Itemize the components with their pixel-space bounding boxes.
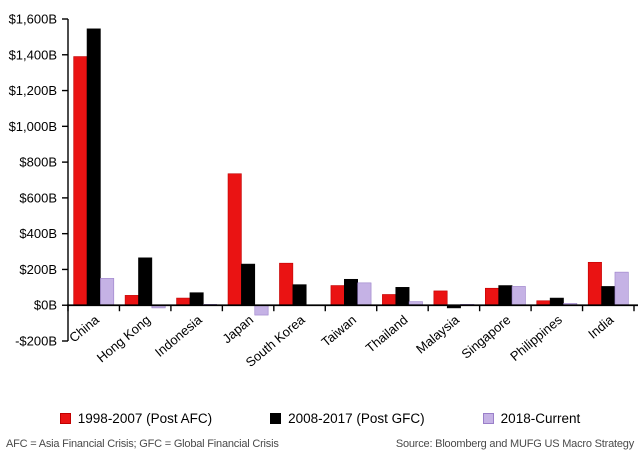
bar-china-s0: [73, 56, 88, 306]
bar-philippines-s1: [549, 297, 564, 306]
chart-legend: 1998-2007 (Post AFC) 2008-2017 (Post GFC…: [0, 404, 640, 432]
bar-indonesia-s1: [189, 292, 204, 306]
x-axis-label-philippines: Philippines: [507, 312, 565, 364]
y-axis-tick-label: $600B: [19, 190, 57, 205]
footnote-abbreviations: AFC = Asia Financial Crisis; GFC = Globa…: [6, 438, 279, 450]
bar-south-korea-s1: [292, 284, 307, 306]
bar-singapore-s2: [511, 286, 526, 306]
bar-taiwan-s1: [344, 278, 358, 306]
bar-singapore-s1: [498, 285, 513, 306]
footnote-source: Source: Bloomberg and MUFG US Macro Stra…: [395, 438, 634, 450]
legend-item-post-afc: 1998-2007 (Post AFC): [59, 410, 213, 426]
x-axis-label-india: India: [585, 312, 617, 342]
x-axis-label-malaysia: Malaysia: [413, 312, 463, 357]
y-axis-tick-label: $0B: [34, 298, 57, 313]
x-axis-label-hong-kong: Hong Kong: [94, 312, 153, 365]
x-axis-label-singapore: Singapore: [458, 312, 513, 362]
bar-taiwan-s2: [357, 282, 372, 306]
bar-malaysia-s0: [433, 290, 448, 306]
y-axis-tick-label: $1,000B: [9, 119, 57, 134]
x-axis-label-taiwan: Taiwan: [318, 312, 359, 350]
y-axis-tick-label: $1,400B: [9, 47, 57, 62]
legend-swatch-red: [59, 412, 71, 424]
x-axis-label-indonesia: Indonesia: [152, 312, 205, 360]
legend-swatch-black: [270, 412, 282, 424]
y-axis-tick-label: $200B: [19, 262, 57, 277]
bar-singapore-s0: [484, 287, 499, 306]
bar-india-s1: [601, 286, 616, 306]
bar-japan-s2: [254, 304, 269, 316]
x-axis-label-thailand: Thailand: [363, 312, 411, 356]
x-axis-label-japan: Japan: [219, 312, 256, 346]
bar-china-s2: [100, 278, 115, 306]
bar-chart-plot: -$200B $0B $200B $400B $600B $800B $1,000B $1,2…: [9, 12, 638, 370]
bar-indonesia-s0: [176, 297, 191, 306]
bar-thailand-s1: [395, 287, 410, 306]
bar-south-korea-s0: [279, 262, 294, 306]
legend-label: 2018-Current: [500, 410, 581, 426]
y-axis-tick-label: $1,600B: [9, 12, 57, 27]
bar-india-s2: [614, 271, 629, 306]
y-axis-tick-label: $400B: [19, 226, 57, 241]
legend-label: 2008-2017 (Post GFC): [288, 410, 425, 426]
chart-footnotes: AFC = Asia Financial Crisis; GFC = Globa…: [0, 432, 640, 450]
bar-thailand-s0: [382, 294, 397, 306]
legend-item-post-gfc: 2008-2017 (Post GFC): [270, 411, 425, 426]
legend-label: 1998-2007 (Post AFC): [77, 410, 213, 426]
legend-swatch-purple: [482, 412, 494, 424]
y-axis-tick-label: -$200B: [15, 334, 57, 349]
legend-item-2018-current: 2018-Current: [482, 410, 581, 426]
bar-hong-kong-s1: [138, 257, 153, 306]
bar-japan-s0: [227, 173, 242, 306]
y-axis-tick-label: $800B: [19, 155, 57, 170]
bar-hong-kong-s0: [124, 295, 139, 306]
bar-china-s1: [86, 28, 101, 306]
y-axis-tick-label: $1,200B: [9, 83, 57, 98]
bar-india-s0: [587, 261, 602, 306]
bar-taiwan-s0: [330, 285, 345, 306]
bar-japan-s1: [241, 263, 256, 306]
x-axis-label-china: China: [66, 312, 102, 346]
